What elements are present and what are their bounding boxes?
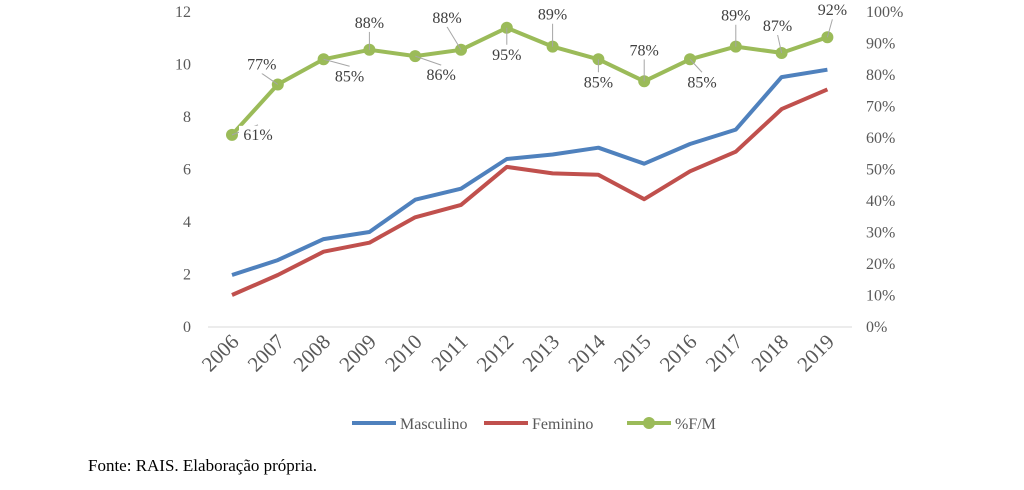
y-axis-left: 0 2 4 6 8 10 12 — [175, 4, 191, 336]
data-label-bg — [579, 73, 618, 92]
x-tick-label: 2018 — [746, 330, 793, 377]
x-tick-label: 2009 — [334, 330, 381, 377]
y-right-tick-label: 20% — [866, 256, 895, 273]
data-label: 89% — [538, 7, 567, 24]
data-label: 85% — [584, 74, 613, 91]
data-label-bg — [428, 8, 466, 27]
x-tick-label: 2017 — [701, 330, 748, 377]
data-label-bg — [239, 125, 277, 144]
chart: 0 2 4 6 8 10 12 0% 10% 20% 30% 40% 50% 60% 70% 80% 90% 1… — [175, 1, 903, 433]
y-right-tick-label: 30% — [866, 225, 895, 242]
data-label: 77% — [247, 56, 276, 73]
legend-label: Feminino — [532, 416, 593, 433]
data-label-leader — [826, 19, 833, 38]
data-label-bg — [625, 41, 664, 60]
y-left-tick-label: 12 — [175, 4, 191, 21]
y-left-tick-label: 10 — [175, 57, 191, 74]
legend: Masculino Feminino %F/M — [352, 416, 716, 433]
data-label: 87% — [763, 18, 792, 35]
y-right-tick-label: 0% — [866, 319, 887, 336]
y-left-tick-label: 8 — [183, 109, 191, 126]
y-right-tick-label: 90% — [866, 36, 895, 53]
x-tick-label: 2011 — [426, 330, 472, 376]
data-label-leader — [689, 58, 703, 73]
y-right-tick-label: 40% — [866, 193, 895, 210]
data-label-leader — [777, 34, 783, 54]
data-label-bg — [716, 6, 755, 25]
y-left-tick-label: 2 — [183, 267, 191, 284]
data-label-bg — [422, 66, 461, 85]
y-left-tick-label: 4 — [183, 214, 191, 231]
data-label-leader — [446, 26, 462, 51]
x-tick-label: 2015 — [609, 330, 656, 377]
y-right-tick-label: 50% — [866, 162, 895, 179]
data-label-leader — [415, 55, 442, 66]
data-label-bg — [758, 16, 797, 35]
x-tick-label: 2014 — [563, 329, 610, 376]
data-label-bg — [242, 55, 281, 74]
data-label: 88% — [355, 15, 384, 32]
x-tick-label: 2013 — [517, 330, 564, 377]
y-axis-right: 0% 10% 20% 30% 40% 50% 60% 70% 80% 90% 100% — [866, 4, 903, 336]
y-left-tick-label: 0 — [183, 319, 191, 336]
data-label: 85% — [335, 68, 364, 85]
data-label-bg — [683, 73, 721, 92]
data-label-bg — [533, 5, 572, 24]
data-label: 95% — [492, 47, 521, 64]
x-axis: 2006 2007 2008 2009 2010 2011 2012 2013 2014 2015… — [197, 329, 839, 376]
data-label: 85% — [687, 74, 716, 91]
data-labels: 61% 77% 85% 88% 86% 88% 95% 89% 85% 78% 85% 89% 87% 9… — [231, 1, 852, 144]
data-label-leader — [261, 73, 279, 85]
y-right-tick-label: 80% — [866, 67, 895, 84]
legend-marker — [643, 417, 655, 429]
data-label-bg — [813, 1, 852, 20]
series-line-fm — [230, 25, 829, 137]
y-right-tick-label: 10% — [866, 288, 895, 305]
data-label-bg — [350, 13, 389, 32]
legend-label: Masculino — [400, 416, 468, 433]
source-note: Fonte: RAIS. Elaboração própria. — [88, 456, 317, 475]
x-tick-label: 2016 — [655, 330, 702, 377]
data-label: 88% — [432, 10, 461, 27]
data-label-bg — [487, 45, 526, 64]
y-left-tick-label: 6 — [183, 162, 191, 179]
x-tick-label: 2008 — [288, 330, 335, 377]
series-line-feminino — [231, 87, 829, 297]
x-tick-label: 2006 — [197, 330, 244, 377]
series-line-masculino — [231, 67, 828, 277]
y-right-tick-label: 70% — [866, 99, 895, 116]
x-tick-label: 2007 — [243, 330, 290, 377]
x-tick-label: 2010 — [380, 330, 427, 377]
data-label: 61% — [243, 127, 272, 144]
series-lines — [230, 25, 829, 297]
data-label: 89% — [721, 8, 750, 25]
data-label-leader — [323, 58, 350, 67]
data-label-bg — [330, 67, 369, 86]
x-tick-label: 2019 — [792, 330, 839, 377]
x-tick-label: 2012 — [472, 330, 519, 377]
y-right-tick-label: 100% — [866, 4, 903, 21]
data-label: 92% — [818, 2, 847, 19]
data-label: 78% — [630, 42, 659, 59]
y-right-tick-label: 60% — [866, 130, 895, 147]
legend-label: %F/M — [675, 416, 716, 433]
data-label: 86% — [427, 67, 456, 84]
